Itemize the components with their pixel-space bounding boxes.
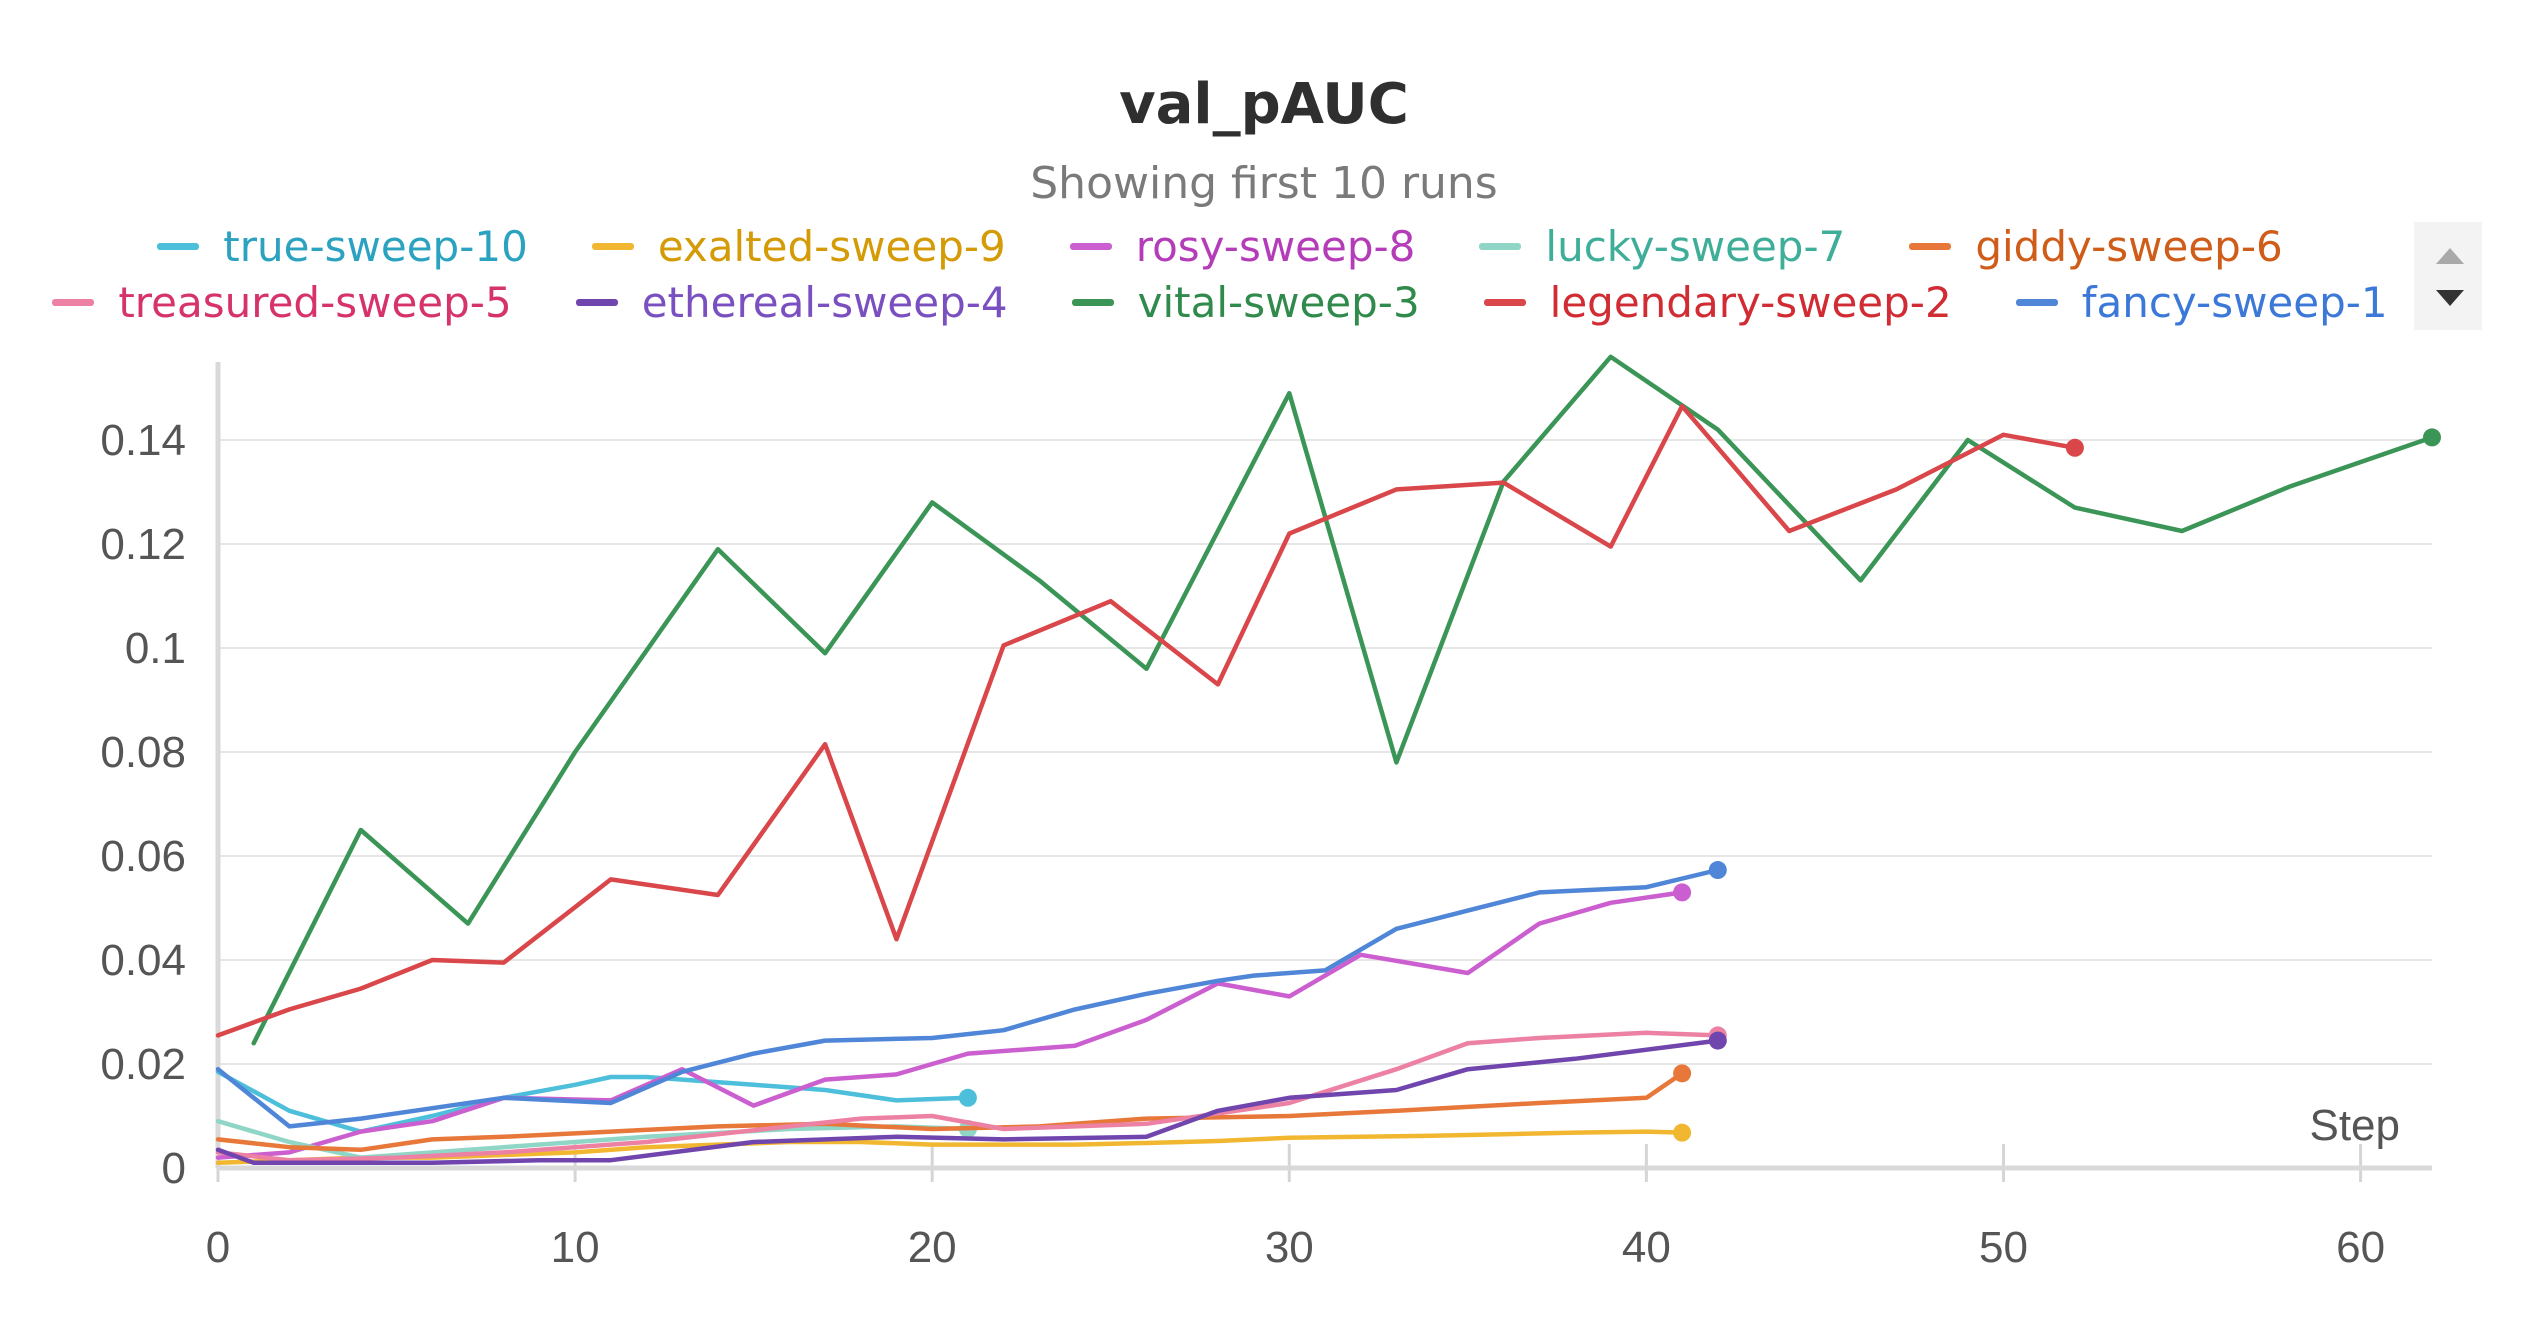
legend-scroll-control xyxy=(2414,222,2482,330)
legend-item-true-sweep-10[interactable]: true-sweep-10 xyxy=(157,222,528,271)
x-tick-label: 30 xyxy=(1265,1223,1314,1272)
y-tick-label: 0.06 xyxy=(100,832,186,881)
legend-item-ethereal-sweep-4[interactable]: ethereal-sweep-4 xyxy=(575,278,1008,327)
legend-label: legendary-sweep-2 xyxy=(1549,278,1952,327)
x-tick-label: 60 xyxy=(2336,1223,2385,1272)
series-end-point-legendary-sweep-2 xyxy=(2065,438,2084,457)
grid-lines xyxy=(218,439,2432,1065)
legend-item-exalted-sweep-9[interactable]: exalted-sweep-9 xyxy=(591,222,1006,271)
series-end-point-vital-sweep-3 xyxy=(2423,428,2441,447)
legend-label: fancy-sweep-1 xyxy=(2081,278,2388,327)
series-end-point-fancy-sweep-1 xyxy=(1708,861,1727,880)
legend-label: ethereal-sweep-4 xyxy=(641,278,1008,327)
legend-row-2: treasured-sweep-5 ethereal-sweep-4 vital-s… xyxy=(0,278,2440,327)
legend-item-giddy-sweep-6[interactable]: giddy-sweep-6 xyxy=(1909,222,2283,271)
legend-swatch xyxy=(1483,299,1526,306)
axes xyxy=(215,362,2432,1182)
legend-label: treasured-sweep-5 xyxy=(118,278,512,327)
y-tick-label: 0.02 xyxy=(100,1040,186,1089)
y-tick-label: 0.1 xyxy=(125,624,186,673)
series-end-point-giddy-sweep-6 xyxy=(1673,1064,1692,1083)
series-end-point-ethereal-sweep-4 xyxy=(1708,1031,1727,1050)
legend-label: lucky-sweep-7 xyxy=(1545,222,1846,271)
legend-item-lucky-sweep-7[interactable]: lucky-sweep-7 xyxy=(1479,222,1845,271)
y-tick-label: 0.14 xyxy=(100,416,186,465)
y-tick-label: 0.04 xyxy=(100,936,186,985)
legend-swatch xyxy=(2015,299,2058,306)
legend-swatch xyxy=(1069,243,1112,250)
series-end-point-true-sweep-10 xyxy=(958,1088,977,1107)
legend-label: vital-sweep-3 xyxy=(1137,278,1420,327)
x-tick-label: 10 xyxy=(551,1223,600,1272)
x-axis-label: Step xyxy=(2309,1101,2400,1150)
y-tick-label: 0 xyxy=(162,1144,186,1193)
x-tick-label: 20 xyxy=(908,1223,957,1272)
legend-swatch xyxy=(575,299,618,306)
series-end-point-exalted-sweep-9 xyxy=(1673,1123,1692,1142)
series-line-rosy-sweep-8 xyxy=(215,890,1685,1160)
chart-subtitle: Showing first 10 runs xyxy=(1030,158,1498,209)
legend-scroll-up-icon[interactable] xyxy=(2436,248,2464,264)
series-line-vital-sweep-3 xyxy=(251,354,2435,1046)
legend-item-fancy-sweep-1[interactable]: fancy-sweep-1 xyxy=(2015,278,2388,327)
legend-row-1: true-sweep-10 exalted-sweep-9 rosy-sweep-8… xyxy=(0,222,2440,271)
x-tick-label: 40 xyxy=(1622,1223,1671,1272)
series-end-point-rosy-sweep-8 xyxy=(1673,883,1692,902)
legend-swatch xyxy=(52,299,95,306)
series-line-ethereal-sweep-4 xyxy=(215,1038,1721,1166)
series-lines xyxy=(215,354,2441,1166)
legend-swatch xyxy=(1909,243,1952,250)
series-line-treasured-sweep-5 xyxy=(215,1030,1721,1163)
legend-item-treasured-sweep-5[interactable]: treasured-sweep-5 xyxy=(52,278,512,327)
chart-title: val_pAUC xyxy=(1119,72,1409,137)
legend-scroll-down-icon[interactable] xyxy=(2436,290,2464,306)
legend-swatch xyxy=(1479,243,1522,250)
series-line-giddy-sweep-6 xyxy=(215,1071,1685,1153)
legend-label: giddy-sweep-6 xyxy=(1975,222,2283,271)
y-tick-label: 0.08 xyxy=(100,728,186,777)
x-tick-label: 50 xyxy=(1979,1223,2028,1272)
legend-label: true-sweep-10 xyxy=(223,222,528,271)
legend-item-vital-sweep-3[interactable]: vital-sweep-3 xyxy=(1071,278,1420,327)
legend-label: rosy-sweep-8 xyxy=(1135,222,1416,271)
y-tick-label: 0.12 xyxy=(100,520,186,569)
series-line-legendary-sweep-2 xyxy=(215,403,2078,1038)
legend-item-rosy-sweep-8[interactable]: rosy-sweep-8 xyxy=(1069,222,1416,271)
series-line-fancy-sweep-1 xyxy=(215,867,1721,1129)
legend-item-legendary-sweep-2[interactable]: legendary-sweep-2 xyxy=(1483,278,1952,327)
legend-swatch xyxy=(157,243,200,250)
axis-labels: 0 0.02 0.04 0.06 0.08 0.1 0.12 0.14 0 10 20 30 40 50 6… xyxy=(100,416,2400,1272)
legend-swatch xyxy=(591,243,634,250)
legend-swatch xyxy=(1071,299,1114,306)
x-tick-label: 0 xyxy=(206,1223,230,1272)
legend-label: exalted-sweep-9 xyxy=(657,222,1006,271)
